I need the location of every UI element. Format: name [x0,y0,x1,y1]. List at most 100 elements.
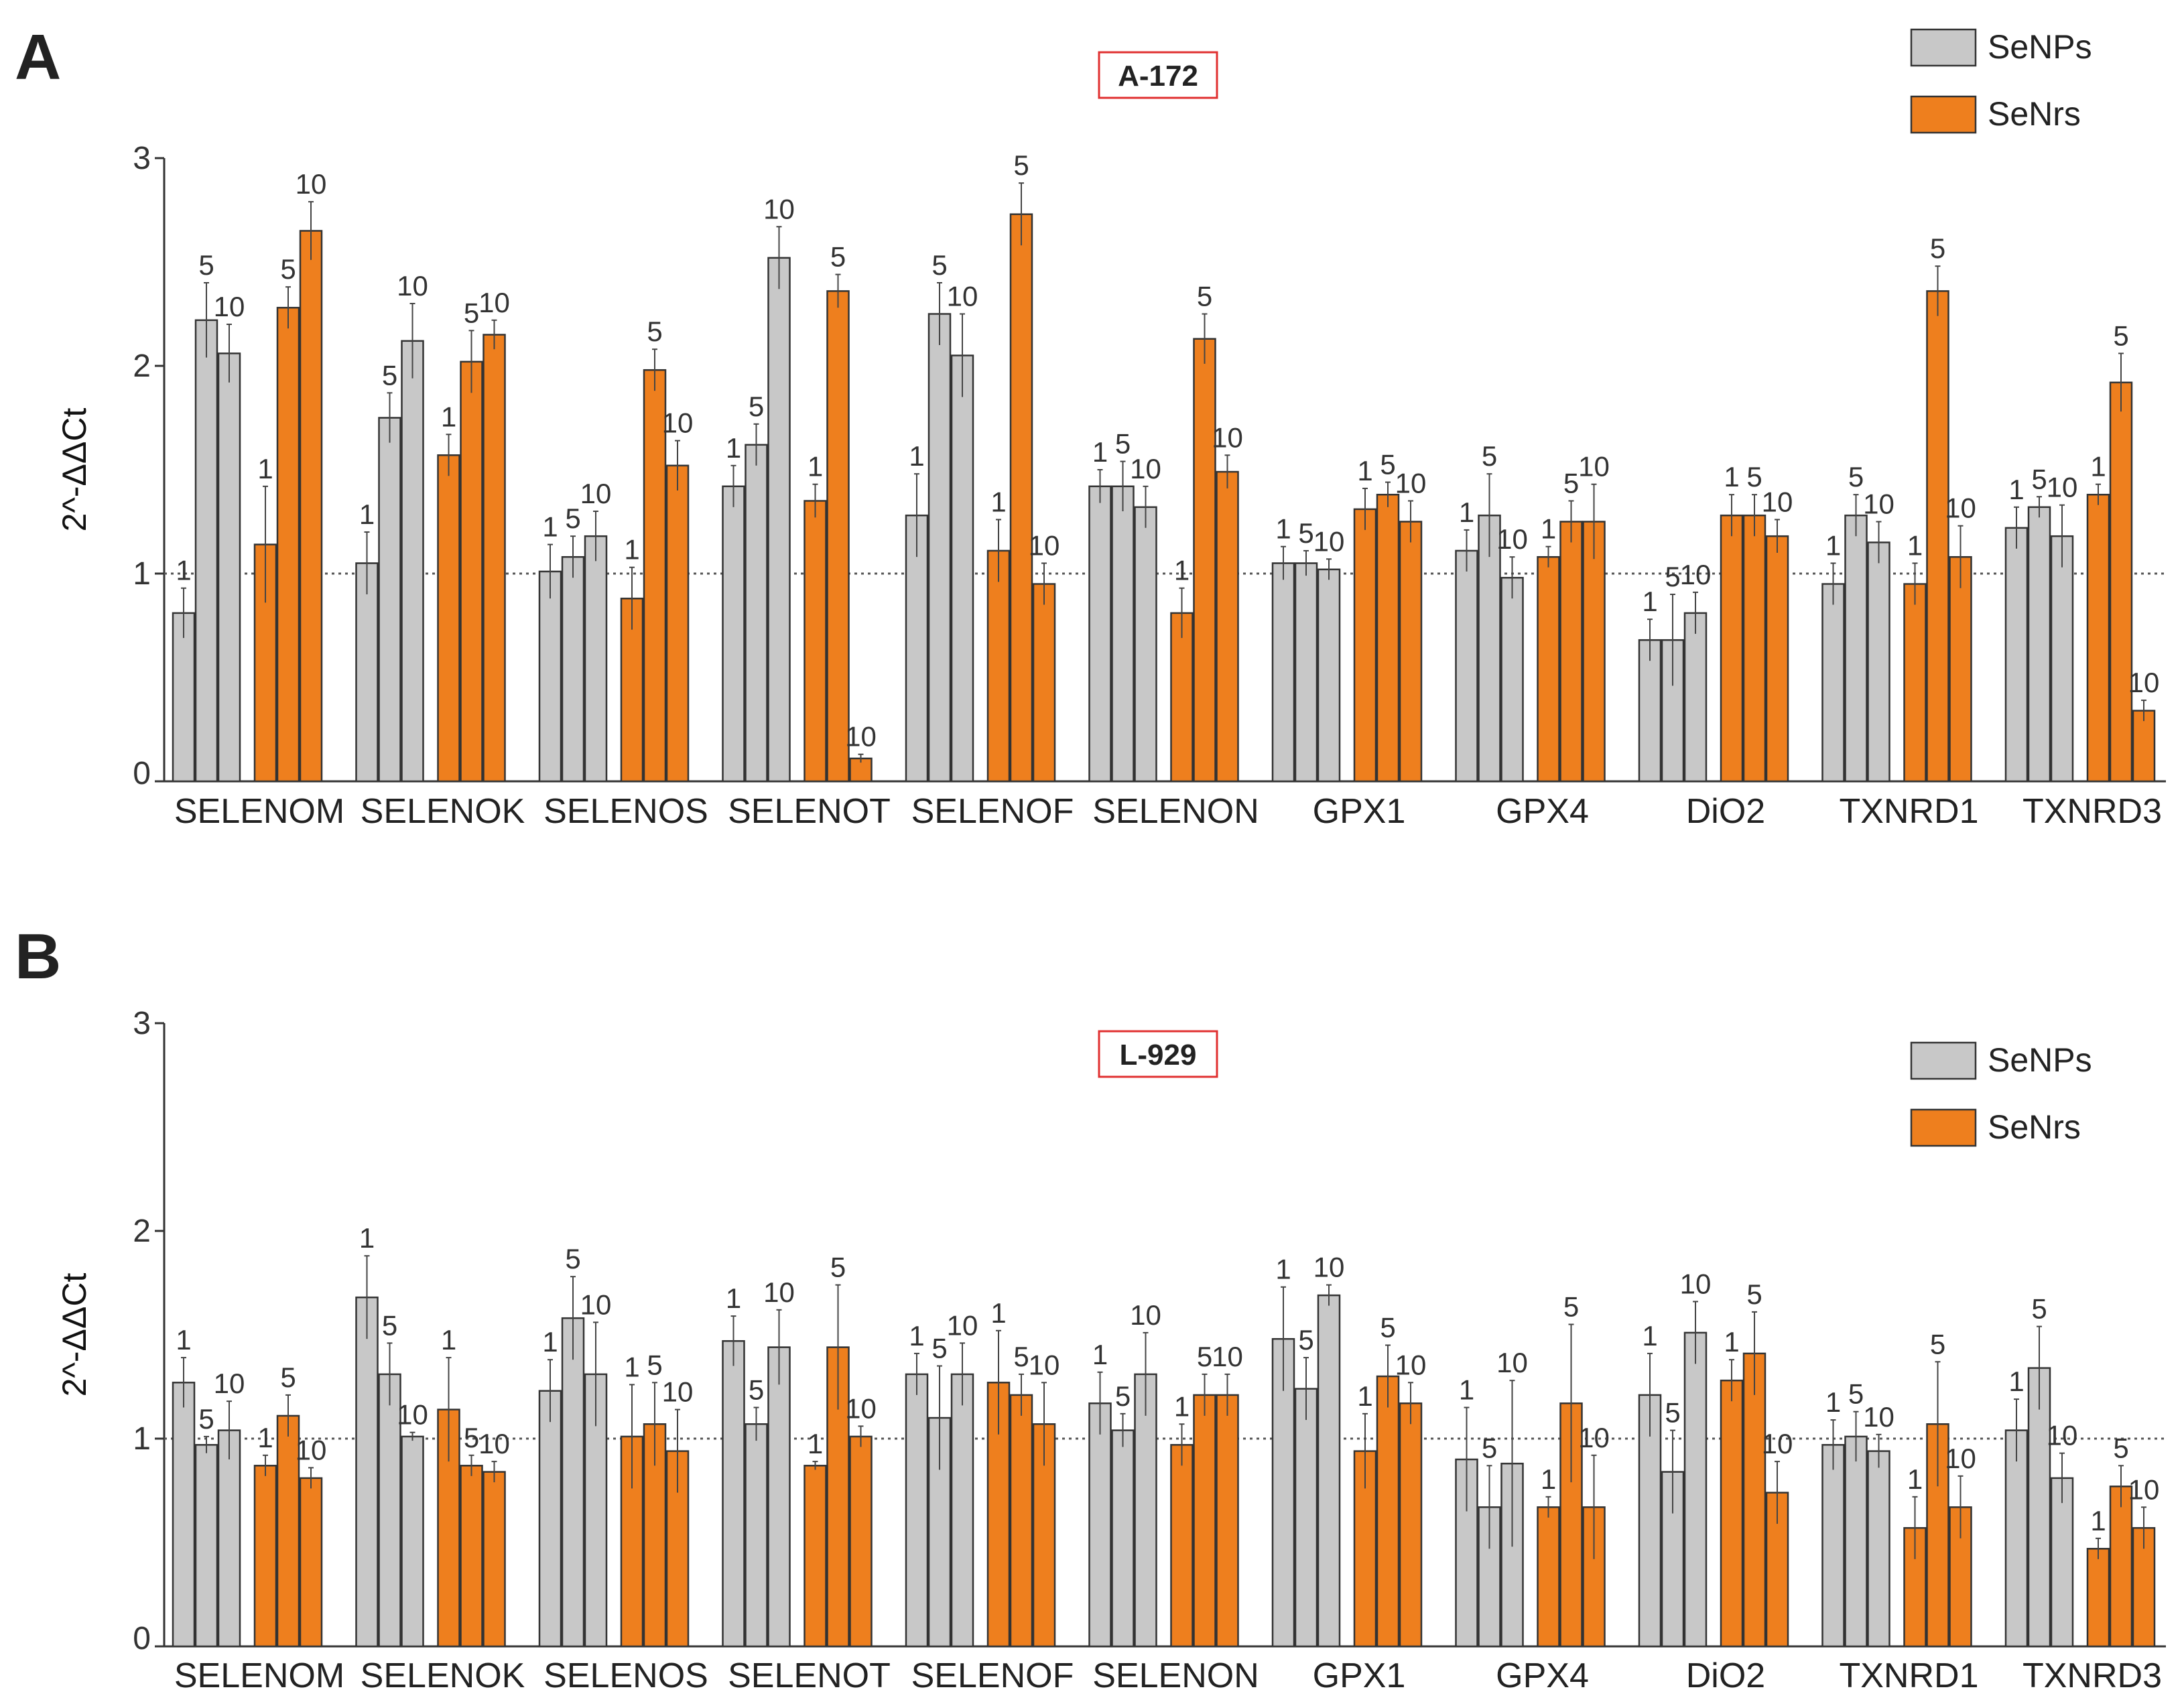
panel-b-dose-label: 1 [1092,1339,1108,1370]
panel-b-dose-label: 10 [1313,1252,1345,1283]
panel-a-category-label: SELENOM [174,792,344,831]
panel-a-category-label: TXNRD1 [1839,792,1978,831]
panel-a-dose-label: 10 [296,168,327,200]
panel-b-dose-label: 10 [1863,1401,1894,1433]
panel-b-bar-dio2-senps-10 [1683,1331,1708,1648]
panel-a-bar-selenon-senps-10 [1134,506,1157,783]
panel-a-legend-swatch-senrs [1910,95,1977,134]
panel-a-dose-label: 1 [1357,455,1372,486]
panel-a-bar-selenot-senps-1 [722,485,745,783]
panel-b-bar-txnrd3-senrs-1 [2086,1548,2110,1648]
panel-a-bar-selenok-senps-10 [401,340,424,783]
panel-a-bar-txnrd3-senrs-5 [2109,381,2133,783]
panel-b-dose-label: 10 [478,1428,510,1459]
panel-a-dose-label: 1 [441,401,456,432]
panel-a-category-label: SELENOK [361,792,525,831]
panel-a-dose-label: 10 [580,478,612,509]
panel-a-dose-label: 1 [808,451,823,482]
panel-b-title: L-929 [1120,1039,1197,1071]
panel-b-y-tick-label: 0 [133,1621,151,1656]
panel-b-bar-gpx1-senrs-5 [1376,1375,1400,1648]
panel-b-y-tick-label: 3 [133,1006,151,1041]
panel-a-dose-label: 5 [382,359,397,391]
panel-b-dose-label: 1 [909,1320,924,1352]
panel-b-title-box [1098,1030,1218,1078]
panel-b-dose-label: 10 [1680,1268,1712,1299]
panel-b-dose-label: 10 [1130,1299,1161,1331]
panel-a-dose-label: 5 [1482,440,1497,472]
panel-b-bar-selenos-senps-1 [538,1390,562,1648]
panel-b-bar-selenof-senps-1 [905,1373,929,1648]
panel-a-dose-label: 5 [1746,461,1762,492]
panel-a-category-label: GPX4 [1496,792,1589,831]
panel-b-bar-selenom-senps-10 [217,1429,241,1648]
panel-b-bar-selenom-senrs-10 [299,1477,323,1648]
panel-a-title-box [1098,51,1218,99]
panel-a-bar-txnrd3-senps-1 [2004,527,2029,783]
panel-b-dose-label: 10 [1578,1422,1610,1453]
panel-a-legend-label-senps: SeNPs [1988,28,2092,66]
panel-b-dose-label: 10 [1762,1428,1793,1459]
panel-b-dose-label: 5 [1482,1432,1497,1463]
panel-b-bar-selenot-senrs-10 [849,1435,873,1648]
panel-b-bar-txnrd3-senps-1 [2004,1429,2029,1648]
panel-b-bar-selenos-senps-5 [561,1317,585,1648]
panel-a-dose-label: 5 [2031,463,2047,495]
panel-a-bar-gpx4-senps-10 [1500,576,1524,783]
panel-b-bar-gpx1-senps-10 [1317,1294,1341,1648]
panel-a-bar-selenot-senps-5 [745,444,768,783]
panel-a-category-label: SELENOS [543,792,708,831]
panel-a-bar-gpx1-senps-5 [1294,562,1318,783]
panel-b-bar-selenok-senrs-5 [460,1465,483,1648]
panel-b-bar-selenof-senps-10 [950,1373,974,1648]
panel-a-dose-label: 1 [1825,530,1841,562]
panel-a-bar-selenom-senps-10 [217,352,241,783]
panel-b-dose-label: 1 [1459,1374,1474,1406]
panel-a-dose-label: 1 [1907,530,1923,562]
panel-b-dose-label: 1 [1724,1326,1739,1358]
panel-a-dose-label: 10 [845,721,877,752]
panel-a-dose-label: 1 [359,499,375,530]
panel-a-bar-selenon-senrs-5 [1193,338,1216,783]
panel-b-legend-label-senps: SeNPs [1988,1041,2092,1079]
panel-a-dose-label: 1 [726,432,741,464]
panel-b-legend-swatch-senrs [1910,1108,1977,1147]
panel-a-bar-selenot-senrs-5 [826,290,850,783]
panel-a-bar-selenot-senrs-1 [804,500,827,783]
panel-b-dose-label: 5 [1115,1380,1131,1412]
panel-a-dose-label: 5 [464,297,479,328]
panel-a-bar-selenom-senps-5 [194,319,218,783]
panel-a-bar-dio2-senrs-1 [1720,514,1744,783]
panel-a-bar-selenos-senrs-10 [665,464,690,783]
panel-a-bar-selenok-senps-1 [355,562,379,783]
panel-a-dose-label: 5 [932,249,947,281]
panel-b-dose-label: 1 [1541,1463,1556,1495]
panel-a-bar-gpx4-senrs-10 [1582,521,1606,783]
panel-a-bar-dio2-senrs-5 [1742,514,1767,783]
panel-b-y-tick-label: 1 [133,1421,151,1457]
panel-a-bar-selenom-senrs-1 [253,543,277,783]
panel-b-bar-gpx1-senps-5 [1294,1388,1318,1648]
panel-b-dose-label: 5 [1746,1278,1762,1310]
panel-a-bar-selenon-senps-5 [1111,485,1135,783]
panel-b-bar-txnrd3-senps-5 [2027,1367,2051,1648]
panel-a-bar-selenon-senrs-10 [1216,470,1239,783]
panel-a-bar-gpx1-senps-1 [1271,562,1295,783]
panel-a-bar-selenom-senps-1 [172,612,196,783]
panel-a-bar-gpx1-senps-10 [1317,568,1341,783]
panel-a-bar-selenos-senps-10 [584,535,608,783]
panel-b-bar-selenon-senps-5 [1111,1429,1135,1648]
panel-b-dose-label: 5 [464,1422,479,1453]
panel-b-category-label: SELENOS [543,1656,708,1695]
panel-a-bar-selenos-senps-1 [538,570,562,783]
panel-b-dose-label: 10 [397,1399,428,1431]
panel-a-bar-selenot-senps-10 [767,257,791,783]
panel-a-category-label: SELENOT [728,792,891,831]
panel-a-bar-selenok-senrs-1 [437,454,460,783]
panel-a-dose-label: 1 [1092,436,1108,468]
panel-a-category-label: DiO2 [1686,792,1765,831]
panel-a-bar-gpx1-senrs-10 [1399,521,1423,783]
panel-a-dose-label: 10 [2047,472,2078,503]
panel-a-dose-label: 5 [1930,233,1945,264]
panel-b-dose-label: 10 [1496,1347,1528,1378]
